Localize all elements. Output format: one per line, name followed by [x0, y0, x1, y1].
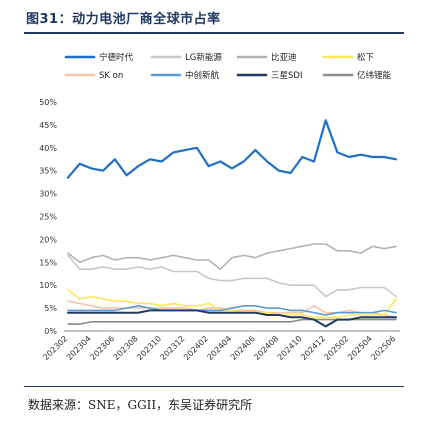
x-tick-label: 202506 — [369, 334, 397, 362]
source-rule — [24, 386, 404, 387]
legend-item: 中创新航 — [150, 70, 220, 81]
y-tick-label: 10% — [39, 281, 57, 290]
legend-label: 亿纬锂能 — [357, 70, 392, 81]
legend-item: 宁德时代 — [64, 52, 134, 63]
x-tick-label: 202312 — [159, 334, 187, 362]
x-tick-label: 202502 — [323, 334, 351, 362]
series-line-6 — [67, 309, 397, 328]
legend-label: 三星SDI — [271, 71, 302, 81]
x-tick-label: 202402 — [182, 334, 210, 362]
legend-item: 三星SDI — [236, 71, 302, 81]
y-tick-label: 20% — [39, 235, 57, 244]
series-line-3 — [67, 288, 397, 319]
legend-label: SK on — [99, 71, 123, 81]
series-line-1 — [67, 254, 397, 298]
x-tick-label: 202404 — [205, 334, 233, 362]
legend-label: LG新能源 — [185, 52, 222, 63]
x-tick-label: 202310 — [135, 334, 163, 362]
x-tick-label: 202306 — [88, 334, 116, 362]
y-tick-label: 30% — [39, 190, 57, 199]
chart-legend: 宁德时代 LG新能源 比亚迪 松下 SK on 中创新航 三星SDI 亿纬锂能 — [64, 52, 392, 81]
y-axis: 0% 5% 10% 15% 20% 25% 30% 35% 40% 45% 50% — [39, 98, 57, 336]
legend-item: 亿纬锂能 — [322, 70, 392, 81]
x-tick-label: 202410 — [276, 334, 304, 362]
y-tick-label: 0% — [44, 327, 57, 336]
series-lines — [66, 119, 398, 328]
legend-label: 松下 — [357, 52, 375, 63]
legend-item: 松下 — [322, 52, 375, 63]
x-tick-label: 202308 — [112, 334, 140, 362]
legend-item: 比亚迪 — [236, 52, 297, 63]
legend-label: 比亚迪 — [271, 52, 297, 63]
title-rule — [24, 32, 404, 34]
y-tick-label: 50% — [39, 98, 57, 107]
x-tick-label: 202302 — [41, 334, 69, 362]
y-tick-label: 5% — [44, 304, 57, 313]
x-tick-label: 202408 — [252, 334, 280, 362]
y-tick-label: 25% — [39, 213, 57, 222]
legend-item: LG新能源 — [150, 52, 222, 63]
x-tick-label: 202304 — [65, 334, 93, 362]
y-tick-label: 40% — [39, 144, 57, 153]
source-note: 数据来源：SNE，GGII，东吴证券研究所 — [28, 398, 253, 412]
x-axis: 2023022023042023062023082023102023122024… — [41, 330, 400, 362]
series-line-5 — [67, 304, 397, 316]
legend-label: 宁德时代 — [99, 52, 134, 63]
x-tick-label: 202504 — [346, 334, 374, 362]
x-tick-label: 202412 — [299, 334, 327, 362]
y-tick-label: 15% — [39, 258, 57, 267]
series-line-0 — [66, 119, 398, 179]
y-tick-label: 35% — [39, 167, 57, 176]
series-line-2 — [67, 243, 397, 271]
y-tick-label: 45% — [39, 121, 57, 130]
chart-title: 图31：动力电池厂商全球市占率 — [26, 12, 221, 27]
legend-item: SK on — [64, 71, 123, 81]
legend-label: 中创新航 — [185, 70, 220, 81]
x-tick-label: 202406 — [229, 334, 257, 362]
